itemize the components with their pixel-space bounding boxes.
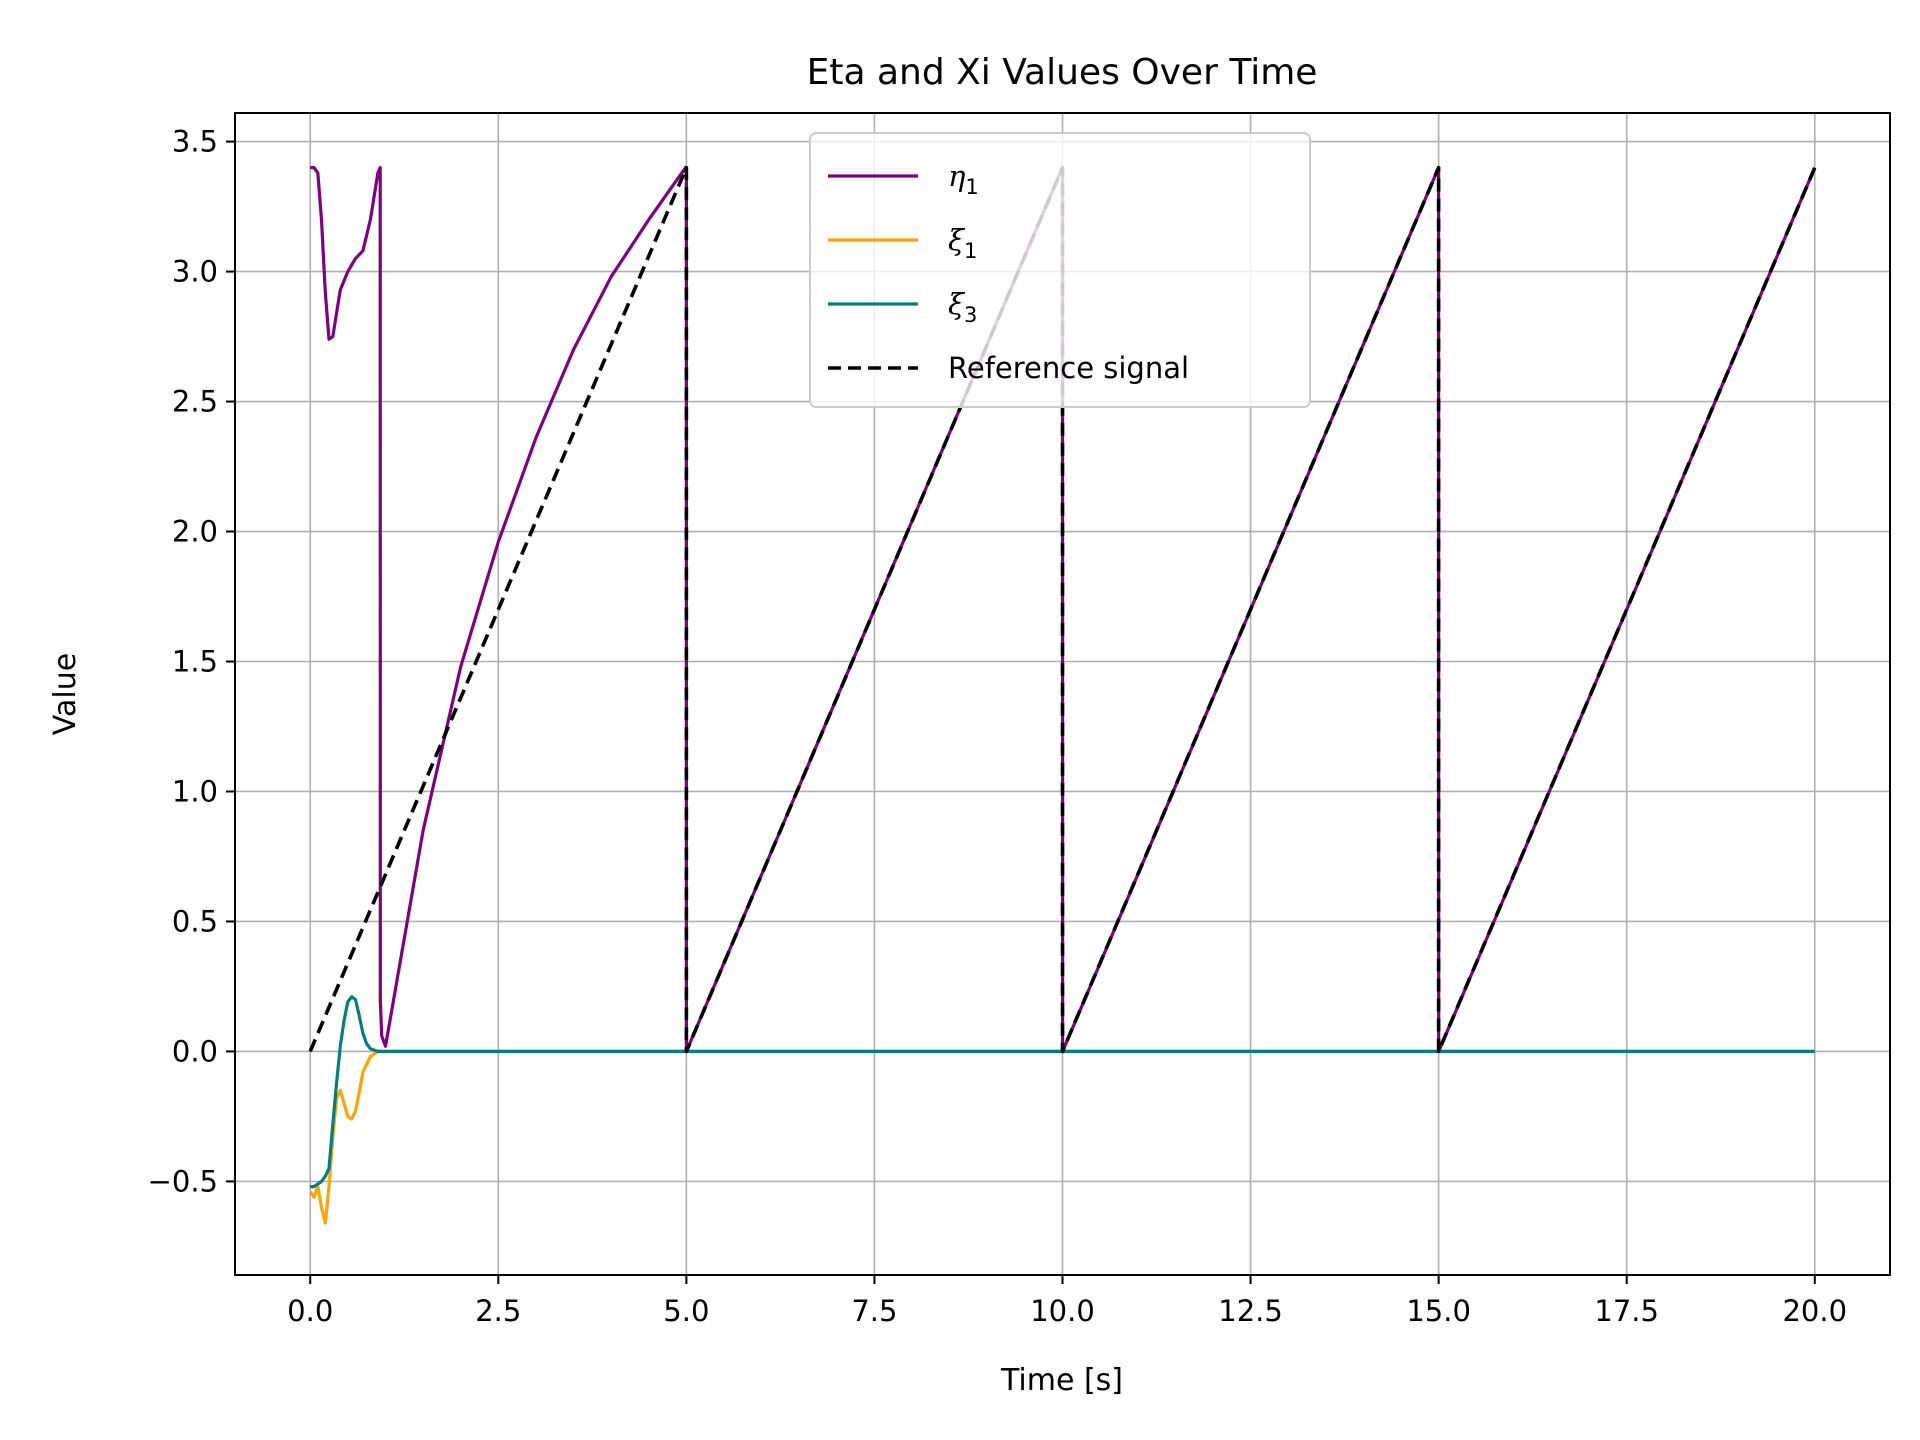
series-line-2: [310, 995, 1815, 1189]
y-tick-label: 3.5: [172, 125, 218, 159]
x-tick-label: 7.5: [851, 1294, 897, 1328]
legend-label-2: ξ3: [948, 287, 977, 327]
legend-symbol: ξ: [948, 287, 966, 321]
legend-subscript: 3: [964, 303, 977, 327]
x-tick-label: 15.0: [1406, 1294, 1471, 1328]
x-tick-label: 12.5: [1218, 1294, 1283, 1328]
x-tick-label: 0.0: [287, 1294, 333, 1328]
y-tick-label: 2.5: [172, 385, 218, 419]
legend-symbol: η: [948, 159, 966, 193]
chart-title: Eta and Xi Values Over Time: [807, 52, 1318, 93]
y-tick-label: −0.5: [148, 1164, 218, 1198]
y-tick-label: 1.0: [172, 774, 218, 808]
legend-subscript: 1: [965, 175, 978, 199]
series-line-3: [308, 165, 1817, 1054]
y-tick-label: 0.5: [172, 904, 218, 938]
x-tick-label: 5.0: [663, 1294, 709, 1328]
axis-ticks: 0.0 2.5 5.0 7.5 10.0 12.5 15.0 17.5 20.0−0.50.00…: [148, 125, 1847, 1328]
legend-box: [809, 132, 1311, 408]
legend-label-0: η1: [948, 159, 979, 199]
y-tick-label: 1.5: [172, 645, 218, 679]
legend-subscript: 1: [964, 239, 977, 263]
legend-symbol: ξ: [948, 223, 966, 257]
legend-text: Reference signal: [948, 351, 1189, 385]
x-tick-label: 20.0: [1782, 1294, 1847, 1328]
x-tick-label: 10.0: [1030, 1294, 1095, 1328]
x-tick-label: 2.5: [475, 1294, 521, 1328]
y-tick-label: 3.0: [172, 255, 218, 289]
legend-label-1: ξ1: [948, 223, 977, 263]
y-axis-label: Value: [48, 653, 83, 735]
plot-lines: [308, 165, 1817, 1225]
x-axis-label: Time [s]: [1000, 1363, 1123, 1398]
x-tick-label: 17.5: [1594, 1294, 1659, 1328]
y-tick-label: 2.0: [172, 515, 218, 549]
legend-label-3: Reference signal: [948, 351, 1189, 385]
y-tick-label: 0.0: [172, 1034, 218, 1068]
